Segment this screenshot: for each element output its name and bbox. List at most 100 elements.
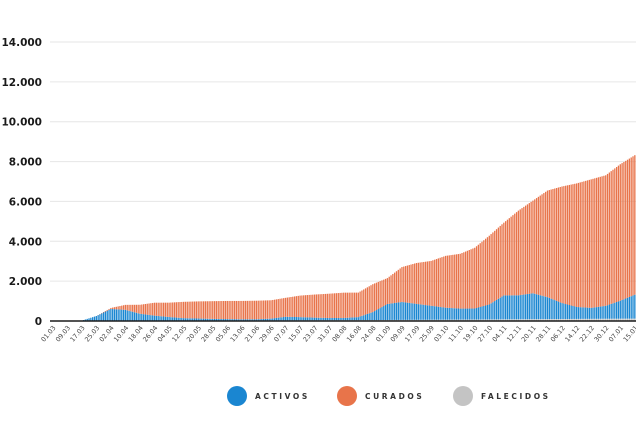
bar-activos bbox=[175, 317, 178, 321]
bar-activos bbox=[406, 302, 409, 320]
bar-activos bbox=[303, 317, 305, 321]
legend-label-activos: ACTIVOS bbox=[255, 392, 310, 401]
bar-curados bbox=[461, 253, 463, 309]
bar-falecidos bbox=[619, 318, 621, 321]
bar-falecidos bbox=[590, 318, 592, 321]
bar-activos bbox=[483, 305, 485, 320]
y-tick-label: 12.000 bbox=[1, 77, 42, 89]
bar-curados bbox=[306, 295, 309, 318]
x-tick-label: 13.06 bbox=[229, 324, 247, 343]
bar-activos bbox=[397, 302, 399, 320]
bar-curados bbox=[321, 294, 323, 318]
bar-activos bbox=[306, 317, 309, 321]
bar-falecidos bbox=[599, 318, 601, 321]
bar-activos bbox=[168, 317, 170, 321]
bar-curados bbox=[237, 300, 239, 320]
bar-activos bbox=[197, 318, 199, 321]
bar-activos bbox=[341, 317, 343, 321]
bar-falecidos bbox=[481, 319, 483, 321]
bar-curados bbox=[221, 301, 223, 320]
bar-curados bbox=[359, 291, 361, 317]
bar-curados bbox=[115, 306, 117, 310]
bar-activos bbox=[106, 310, 108, 321]
x-tick-label: 05.06 bbox=[214, 324, 232, 343]
bar-curados bbox=[121, 305, 123, 310]
bar-curados bbox=[117, 306, 119, 310]
bar-curados bbox=[452, 254, 454, 309]
bar-activos bbox=[332, 318, 334, 321]
bar-curados bbox=[297, 295, 299, 318]
x-tick-label: 12.11 bbox=[505, 324, 523, 343]
bar-activos bbox=[195, 318, 198, 321]
bar-curados bbox=[128, 304, 130, 311]
bar-activos bbox=[448, 307, 450, 320]
bar-curados bbox=[590, 179, 592, 308]
x-tick-label: 28.05 bbox=[200, 324, 218, 343]
x-tick-label: 20.05 bbox=[185, 324, 203, 343]
bar-curados bbox=[470, 249, 472, 309]
y-tick-label: 4.000 bbox=[9, 236, 42, 248]
bar-curados bbox=[561, 186, 563, 304]
bar-curados bbox=[503, 222, 505, 296]
bar-falecidos bbox=[501, 319, 503, 321]
bar-falecidos bbox=[512, 319, 514, 321]
bar-activos bbox=[474, 308, 476, 320]
bar-activos bbox=[232, 319, 234, 321]
y-tick-label: 0 bbox=[35, 316, 42, 328]
bar-activos bbox=[215, 318, 218, 321]
bar-activos bbox=[597, 306, 600, 319]
bar-activos bbox=[386, 304, 389, 320]
x-tick-label: 06.12 bbox=[549, 324, 567, 343]
bar-activos bbox=[155, 315, 158, 321]
bar-activos bbox=[312, 317, 314, 321]
bar-falecidos bbox=[526, 319, 529, 321]
bar-curados bbox=[239, 300, 241, 320]
y-tick-label: 8.000 bbox=[9, 157, 42, 169]
bar-activos bbox=[565, 304, 567, 319]
bar-curados bbox=[594, 178, 596, 308]
bar-activos bbox=[441, 307, 443, 320]
bar-activos bbox=[541, 295, 543, 320]
bar-activos bbox=[497, 298, 500, 320]
bar-curados bbox=[446, 255, 449, 308]
bar-curados bbox=[348, 292, 350, 318]
bar-curados bbox=[632, 156, 634, 296]
x-tick-label: 11.10 bbox=[447, 324, 465, 343]
bar-activos bbox=[626, 297, 629, 319]
bar-activos bbox=[277, 317, 279, 321]
bar-curados bbox=[450, 255, 452, 309]
bar-activos bbox=[537, 294, 540, 320]
bar-activos bbox=[337, 317, 339, 321]
bar-falecidos bbox=[566, 318, 569, 321]
bar-curados bbox=[203, 301, 205, 319]
bar-curados bbox=[586, 180, 589, 308]
bar-activos bbox=[346, 317, 349, 321]
bar-activos bbox=[446, 307, 449, 320]
bar-falecidos bbox=[483, 319, 485, 321]
bar-curados bbox=[435, 259, 438, 307]
bar-curados bbox=[328, 293, 330, 319]
bar-falecidos bbox=[510, 319, 512, 321]
bar-curados bbox=[392, 273, 394, 304]
bar-falecidos bbox=[514, 319, 516, 321]
bar-curados bbox=[523, 206, 525, 295]
bar-curados bbox=[301, 295, 303, 318]
bar-activos bbox=[503, 295, 505, 320]
bar-curados bbox=[466, 250, 469, 309]
bar-activos bbox=[172, 317, 174, 321]
bar-activos bbox=[159, 316, 161, 321]
bar-curados bbox=[481, 241, 483, 307]
bar-activos bbox=[435, 306, 438, 320]
bar-activos bbox=[184, 318, 187, 321]
bar-curados bbox=[570, 184, 572, 306]
bar-curados bbox=[472, 248, 474, 309]
bar-curados bbox=[224, 300, 227, 320]
bar-falecidos bbox=[572, 318, 574, 321]
y-tick-label: 6.000 bbox=[9, 196, 42, 208]
bar-activos bbox=[292, 316, 294, 321]
bar-curados bbox=[212, 301, 214, 319]
bar-activos bbox=[563, 303, 565, 319]
bar-activos bbox=[424, 305, 427, 320]
bar-activos bbox=[226, 319, 228, 321]
